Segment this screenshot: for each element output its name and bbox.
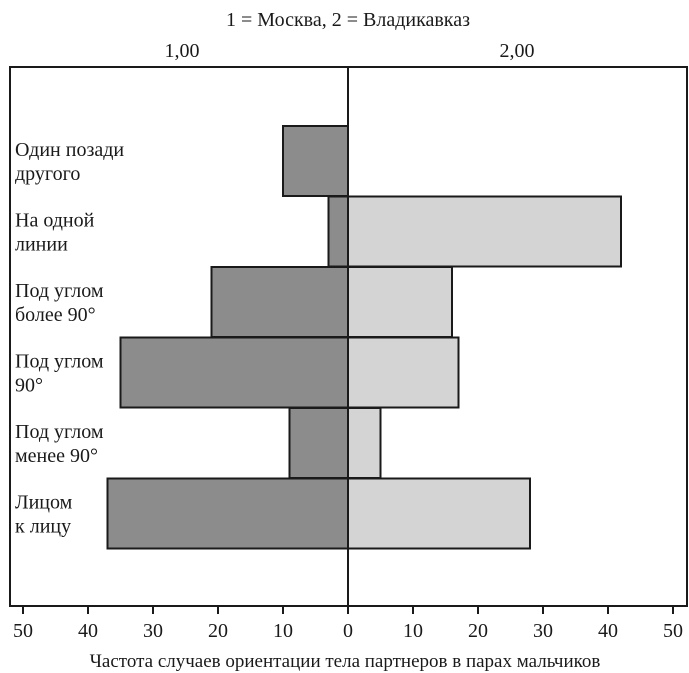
x-tick-label: 50	[13, 620, 33, 642]
bar-left-2	[327, 195, 349, 268]
chart-title: 1 = Москва, 2 = Владикавказ	[226, 9, 470, 31]
x-tick-label: 20	[468, 620, 488, 642]
category-label: более 90°	[15, 304, 96, 326]
category-label: Лицом	[15, 492, 73, 514]
bar-left-1	[282, 125, 349, 197]
x-tick-label: 20	[208, 620, 228, 642]
x-tick-label: 0	[343, 620, 353, 642]
x-axis-label: Частота случаев ориентации тела партнеро…	[90, 651, 601, 672]
x-tick-label: 10	[403, 620, 423, 642]
x-tick-label: 50	[663, 620, 683, 642]
x-tick-label: 30	[143, 620, 163, 642]
category-label: На одной	[15, 210, 95, 232]
bar-left-4	[119, 336, 349, 409]
bars-group	[106, 125, 622, 550]
bar-right-2	[347, 195, 622, 268]
x-tick-label: 40	[598, 620, 618, 642]
category-label: линии	[15, 234, 68, 256]
bar-right-5	[347, 407, 382, 479]
bar-left-5	[288, 407, 349, 479]
category-label: другого	[15, 163, 80, 185]
x-tick-label: 30	[533, 620, 553, 642]
x-axis: 50 40 30 20 10 0 10 20 30 40 50	[13, 606, 683, 642]
x-tick-label: 40	[78, 620, 98, 642]
group-label-left: 1,00	[165, 40, 200, 62]
category-label: к лицу	[15, 516, 71, 538]
x-tick-label: 10	[273, 620, 293, 642]
category-label: Под углом	[15, 421, 104, 443]
category-label: Под углом	[15, 351, 104, 373]
bar-right-6	[347, 477, 531, 550]
group-label-right: 2,00	[500, 40, 535, 62]
bar-left-6	[106, 477, 349, 550]
category-label: Один позади	[15, 139, 124, 161]
bar-left-3	[210, 266, 349, 338]
bar-right-4	[347, 336, 460, 409]
category-label: Под углом	[15, 280, 104, 302]
category-label: менее 90°	[15, 445, 98, 467]
bar-right-3	[347, 266, 453, 338]
category-label: 90°	[15, 375, 43, 397]
